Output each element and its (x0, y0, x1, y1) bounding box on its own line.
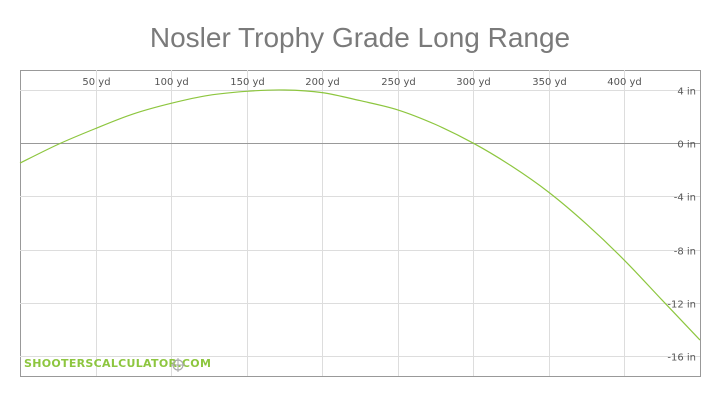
crosshair-icon (171, 358, 185, 372)
x-tick-label: 300 yd (456, 77, 491, 88)
y-tick-label: -12 in (667, 300, 696, 311)
horizontal-grid (20, 90, 700, 357)
y-tick-label: 4 in (677, 87, 696, 98)
x-tick-label: 150 yd (230, 77, 265, 88)
x-tick-label: 350 yd (532, 77, 567, 88)
chart-title: Nosler Trophy Grade Long Range (149, 22, 571, 53)
x-tick-label: 100 yd (154, 77, 189, 88)
x-tick-label: 200 yd (305, 77, 340, 88)
x-tick-label: 50 yd (82, 77, 110, 88)
x-tick-label: 400 yd (607, 77, 642, 88)
x-tick-labels: 50 yd 100 yd 150 yd 200 yd 250 yd 300 yd 350 y… (82, 77, 641, 88)
y-tick-label: -4 in (674, 193, 696, 204)
y-tick-labels: 4 in 0 in -4 in -8 in -12 in -16 in (667, 87, 696, 364)
y-tick-label: 0 in (677, 140, 696, 151)
trajectory-line (19, 89, 701, 341)
plot-frame (20, 70, 701, 377)
x-tick-label: 250 yd (381, 77, 416, 88)
watermark-text[interactable]: SHOOTERSCALCULATOR.COM (24, 357, 212, 370)
y-tick-label: -16 in (667, 353, 696, 364)
vertical-grid (96, 70, 625, 376)
y-tick-label: -8 in (674, 247, 696, 258)
